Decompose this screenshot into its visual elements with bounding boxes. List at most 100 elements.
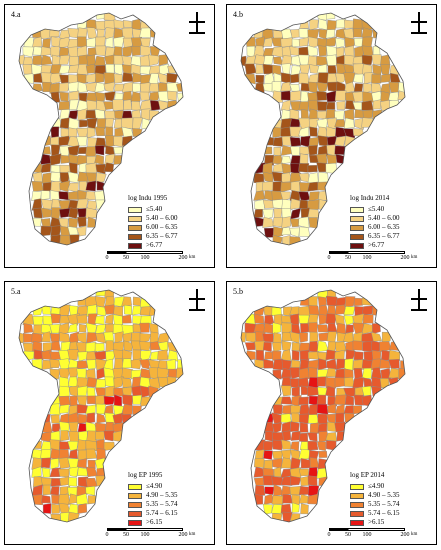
- county-polygon: [59, 486, 71, 496]
- county-polygon: [379, 99, 390, 112]
- county-polygon: [253, 477, 265, 486]
- county-polygon: [317, 135, 329, 147]
- county-polygon: [308, 296, 318, 307]
- choropleth-map: [240, 289, 406, 523]
- county-polygon: [58, 449, 70, 459]
- panel-label: 5.b: [233, 287, 243, 296]
- legend-label: 5.40 – 6.00: [368, 214, 400, 222]
- county-polygon: [97, 118, 107, 129]
- county-polygon: [131, 385, 142, 397]
- legend-item: >6.77: [128, 241, 178, 250]
- scale-bar: 0 50 100 200 km: [325, 250, 425, 264]
- county-polygon: [77, 36, 88, 48]
- county-polygon: [67, 323, 78, 333]
- county-polygon: [372, 109, 383, 119]
- county-polygon: [67, 81, 80, 92]
- scale-unit: km: [411, 255, 418, 260]
- county-polygon: [41, 54, 53, 66]
- county-polygon: [280, 476, 293, 486]
- scale-tick: 50: [123, 532, 129, 538]
- county-polygon: [272, 450, 283, 460]
- county-polygon: [41, 467, 51, 478]
- county-polygon: [32, 441, 42, 449]
- county-polygon: [113, 19, 124, 29]
- region-outline: [18, 289, 184, 523]
- county-polygon: [272, 322, 282, 335]
- scale-tick: 100: [362, 532, 372, 538]
- county-polygon: [299, 64, 311, 74]
- legend-item: >6.15: [350, 518, 400, 527]
- county-polygon: [95, 72, 105, 83]
- county-polygon: [262, 82, 273, 92]
- county-polygon: [307, 45, 319, 57]
- county-polygon: [325, 102, 336, 110]
- county-polygon: [31, 36, 43, 49]
- county-polygon: [139, 91, 150, 101]
- county-polygon: [253, 323, 266, 333]
- legend-item: 6.00 – 6.35: [350, 223, 400, 232]
- county-polygon: [398, 368, 405, 380]
- county-polygon: [113, 118, 123, 129]
- county-polygon: [299, 413, 310, 424]
- county-polygon: [280, 72, 291, 85]
- county-polygon: [131, 45, 141, 56]
- county-polygon: [300, 90, 309, 103]
- county-polygon: [388, 349, 400, 361]
- legend-title: log Indu 1995: [128, 194, 168, 202]
- county-polygon: [86, 99, 97, 111]
- county-polygon: [344, 358, 354, 371]
- county-polygon: [40, 198, 53, 210]
- scale-tick: 200: [400, 532, 410, 538]
- county-polygon: [121, 367, 134, 379]
- county-polygon: [148, 110, 160, 121]
- legend-item: 5.74 – 6.15: [128, 509, 178, 518]
- county-polygon: [371, 54, 382, 66]
- county-polygon: [58, 322, 70, 335]
- county-polygon: [281, 199, 293, 210]
- county-polygon: [300, 458, 311, 469]
- county-polygon: [87, 127, 96, 139]
- county-polygon: [280, 99, 292, 111]
- county-polygon: [336, 322, 347, 335]
- county-polygon: [326, 154, 337, 166]
- county-polygon: [325, 108, 336, 119]
- county-polygon: [132, 82, 141, 93]
- county-polygon: [132, 117, 143, 130]
- county-polygon: [177, 92, 183, 102]
- county-polygon: [40, 46, 52, 57]
- legend-label: 5.40 – 6.00: [146, 214, 178, 222]
- county-polygon: [336, 81, 346, 92]
- county-polygon: [58, 191, 71, 201]
- county-polygon: [41, 457, 52, 469]
- county-polygons: [241, 290, 405, 522]
- county-polygon: [379, 358, 391, 369]
- county-polygon: [86, 332, 98, 344]
- county-polygon: [325, 377, 336, 389]
- county-polygon: [67, 376, 79, 388]
- county-polygon: [85, 368, 96, 380]
- county-polygon: [309, 331, 319, 344]
- county-polygon: [104, 27, 115, 40]
- county-polygon: [289, 227, 300, 238]
- county-polygon: [49, 153, 62, 166]
- county-polygon: [352, 340, 363, 351]
- county-polygon: [272, 342, 282, 353]
- north-arrow-icon: [189, 12, 205, 34]
- county-polygon: [272, 358, 284, 371]
- county-polygon: [290, 207, 301, 220]
- county-polygon: [379, 378, 390, 389]
- county-polygon: [31, 181, 44, 192]
- county-polygon: [291, 502, 300, 513]
- panel-label: 4.b: [233, 10, 243, 19]
- county-polygon: [85, 477, 98, 488]
- county-polygon: [264, 431, 273, 442]
- county-polygon: [272, 439, 283, 451]
- county-polygon: [113, 73, 123, 84]
- county-polygon: [68, 217, 79, 228]
- county-polygon: [343, 19, 355, 29]
- county-polygon: [68, 207, 79, 219]
- county-polygon: [121, 296, 132, 307]
- county-polygon: [139, 332, 152, 344]
- legend-title: log EP 1995: [128, 471, 163, 479]
- county-polygon: [281, 55, 293, 66]
